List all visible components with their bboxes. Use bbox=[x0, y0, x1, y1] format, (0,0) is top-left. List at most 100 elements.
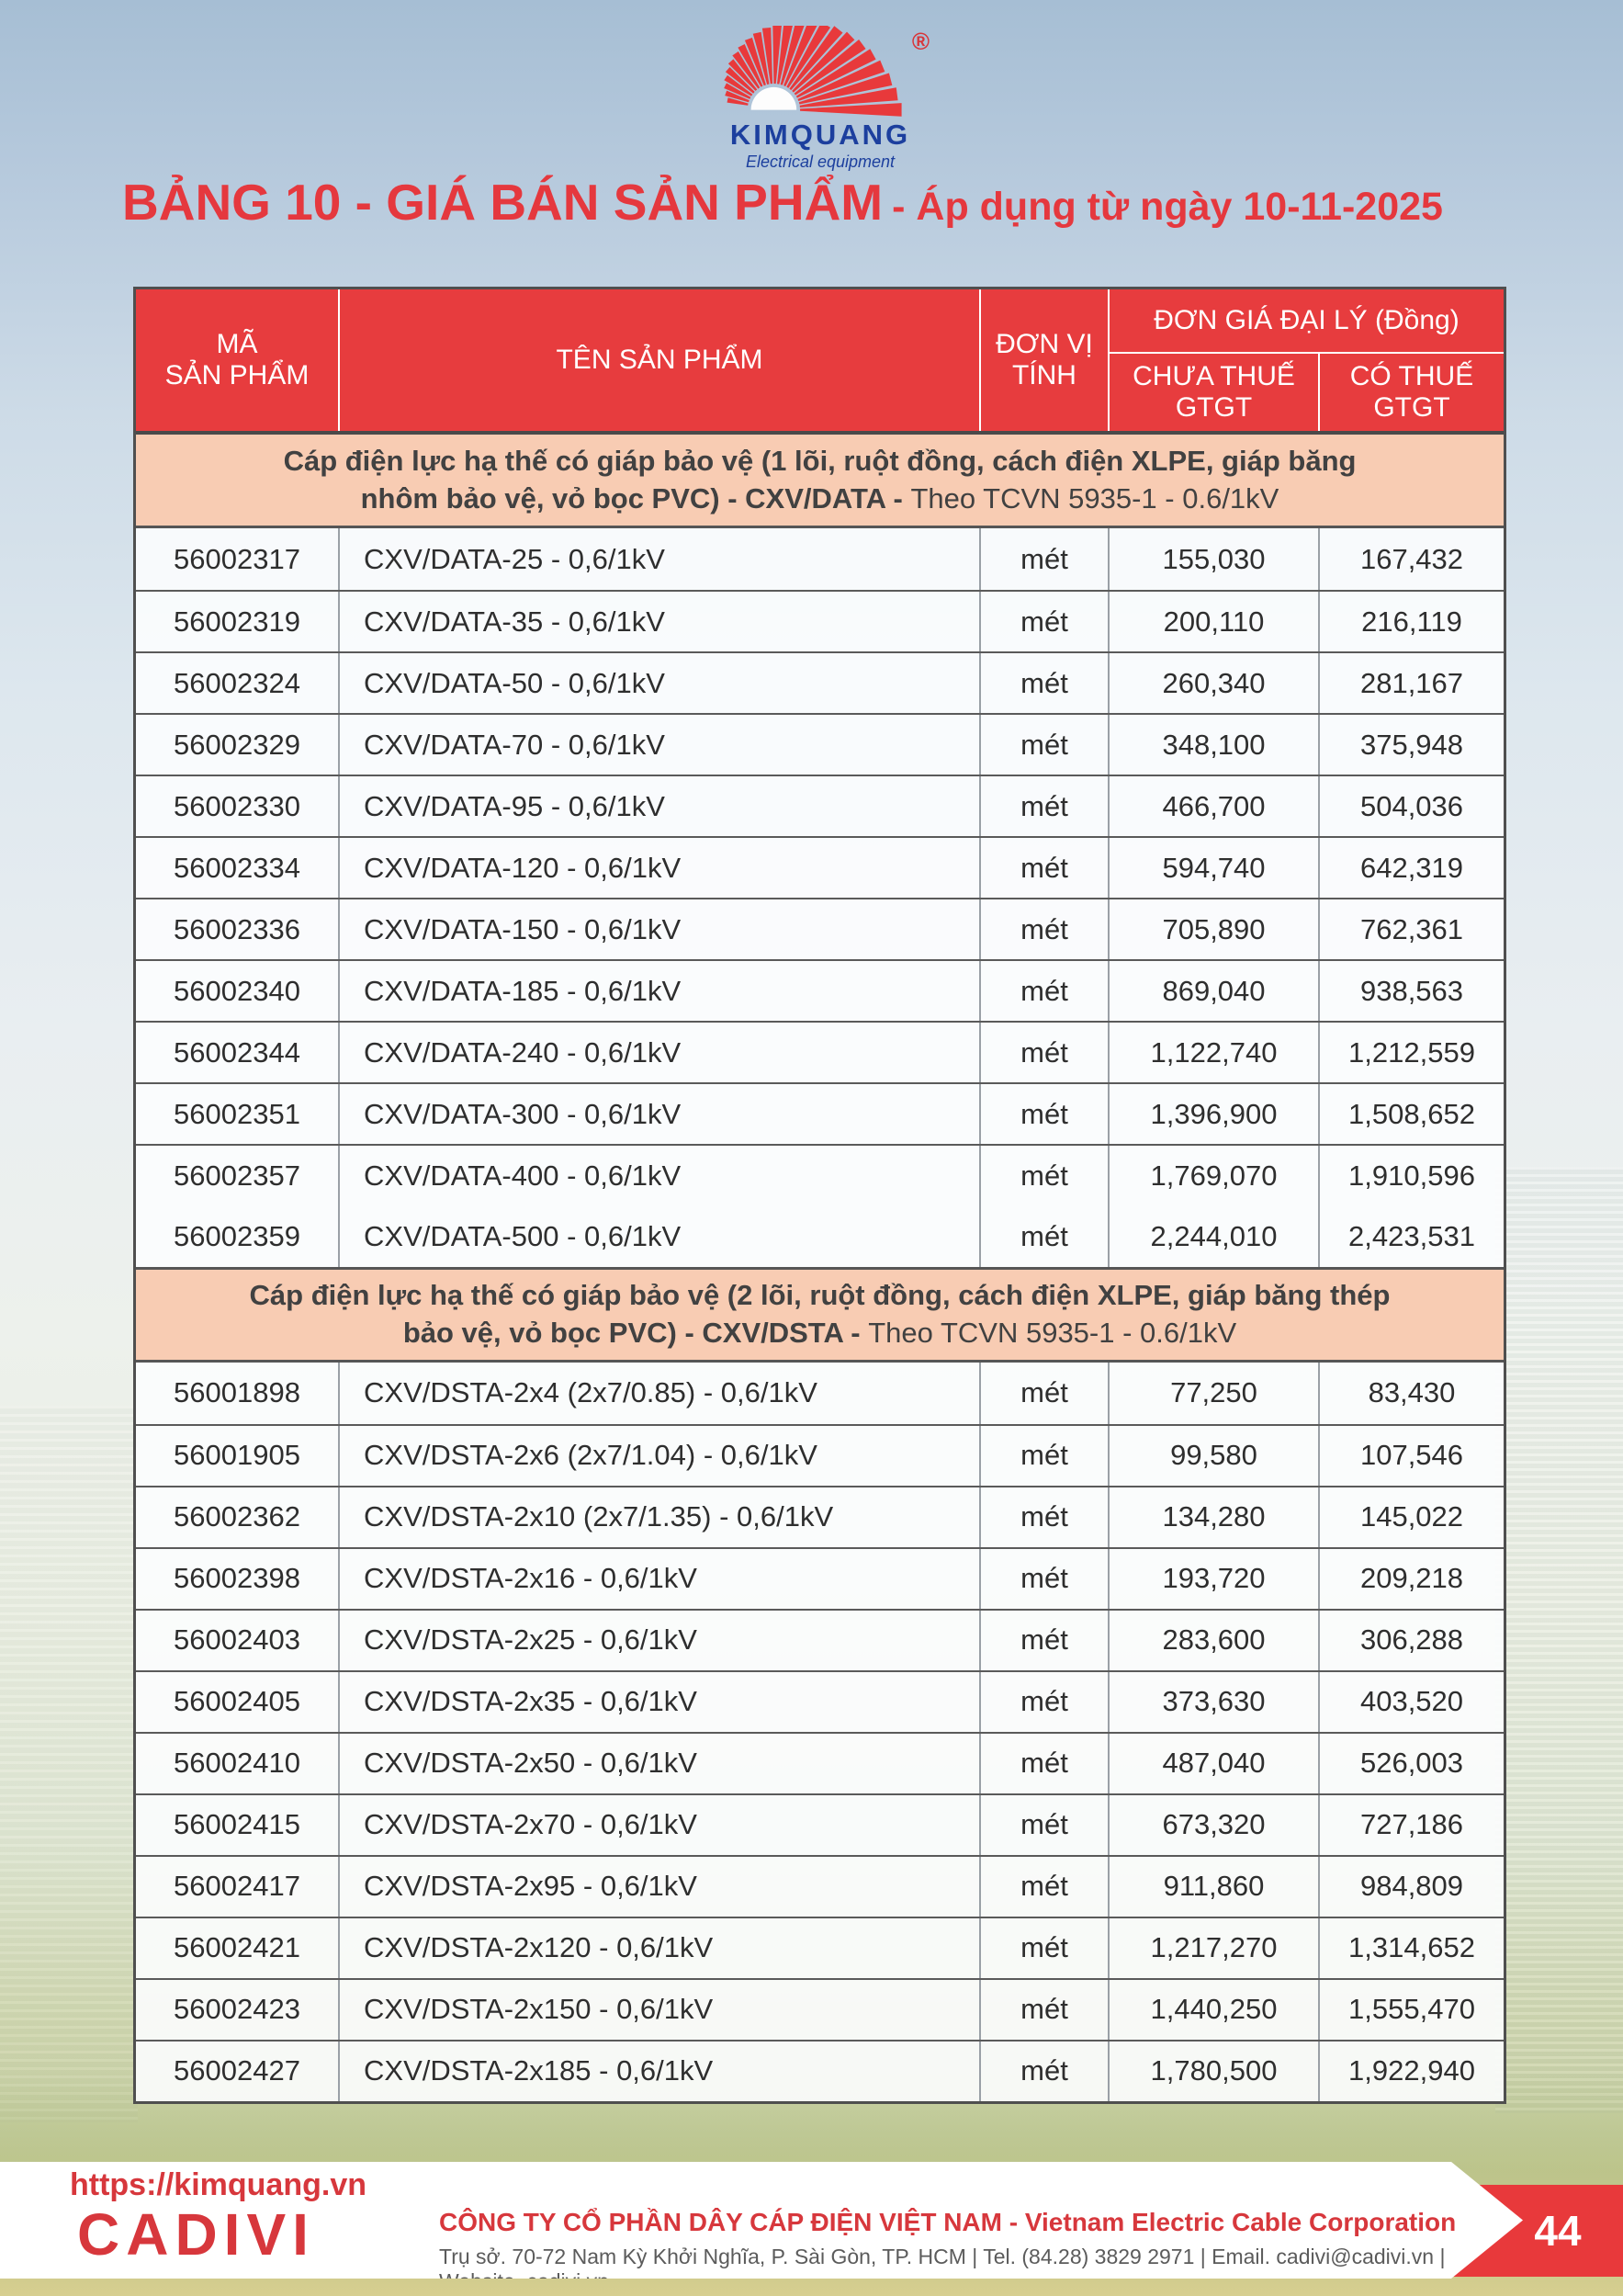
cell-unit: mét bbox=[981, 1362, 1110, 1424]
table-row: 56002398 CXV/DSTA-2x16 - 0,6/1kV mét 193… bbox=[136, 1546, 1504, 1609]
cell-price-ex: 77,250 bbox=[1110, 1362, 1320, 1424]
table-row: 56001898 CXV/DSTA-2x4 (2x7/0.85) - 0,6/1… bbox=[136, 1362, 1504, 1424]
cell-price-ex: 466,700 bbox=[1110, 776, 1320, 836]
cell-unit: mét bbox=[981, 1671, 1110, 1732]
cell-price-inc: 375,948 bbox=[1359, 728, 1464, 761]
cell-code: 56002417 bbox=[136, 1856, 340, 1917]
cell-code: 56002427 bbox=[136, 2041, 340, 2101]
section-title-normal: Theo TCVN 5935-1 - 0.6/1kV bbox=[910, 481, 1279, 515]
table-row: 56002334 CXV/DATA-120 - 0,6/1kV mét 594,… bbox=[136, 836, 1504, 898]
cell-price-ex: 911,860 bbox=[1110, 1856, 1320, 1917]
page-title: BẢNG 10 - GIÁ BÁN SẢN PHẨM - Áp dụng từ … bbox=[122, 173, 1443, 232]
section-title-normal: Theo TCVN 5935-1 - 0.6/1kV bbox=[868, 1316, 1237, 1349]
table-row: 56002417 CXV/DSTA-2x95 - 0,6/1kV mét 911… bbox=[136, 1854, 1504, 1917]
cell-price-inc: 1,555,470 bbox=[1348, 1993, 1475, 2026]
cell-price-ex: 1,217,270 bbox=[1110, 1917, 1320, 1978]
kimquang-logo: ® KIMQUANG Electrical equipment bbox=[715, 26, 930, 173]
table-row: 56002405 CXV/DSTA-2x35 - 0,6/1kV mét 373… bbox=[136, 1669, 1504, 1732]
cell-price-ex: 99,580 bbox=[1110, 1425, 1320, 1486]
cell-code: 56002351 bbox=[136, 1084, 340, 1144]
cell-price-inc: 642,319 bbox=[1359, 851, 1464, 884]
header-price-inc: CÓ THUẾ GTGT bbox=[1349, 361, 1474, 423]
cell-code: 56001905 bbox=[136, 1425, 340, 1486]
cell-price-inc: 1,508,652 bbox=[1348, 1097, 1475, 1130]
cell-price-ex: 260,340 bbox=[1110, 653, 1320, 713]
company-name: CÔNG TY CỔ PHẦN DÂY CÁP ĐIỆN VIỆT NAM - … bbox=[439, 2208, 1457, 2236]
cell-name: CXV/DSTA-2x50 - 0,6/1kV bbox=[340, 1733, 981, 1793]
cell-unit: mét bbox=[981, 1425, 1110, 1486]
table-header: MÃ SẢN PHẨM TÊN SẢN PHẨM ĐƠN VỊ TÍNH ĐƠN… bbox=[136, 289, 1504, 435]
cell-price-ex: 348,100 bbox=[1110, 715, 1320, 775]
cell-code: 56002329 bbox=[136, 715, 340, 775]
table-row: 56002344 CXV/DATA-240 - 0,6/1kV mét 1,12… bbox=[136, 1021, 1504, 1082]
cell-name: CXV/DSTA-2x6 (2x7/1.04) - 0,6/1kV bbox=[340, 1425, 981, 1486]
cell-code: 56002410 bbox=[136, 1733, 340, 1793]
cell-price-inc: 762,361 bbox=[1359, 912, 1464, 945]
cell-code: 56002317 bbox=[136, 528, 340, 590]
table-body: Cáp điện lực hạ thế có giáp bảo vệ (1 lõ… bbox=[136, 435, 1504, 2101]
cell-price-ex: 673,320 bbox=[1110, 1794, 1320, 1855]
cell-unit: mét bbox=[981, 1487, 1110, 1547]
table-row: 56002415 CXV/DSTA-2x70 - 0,6/1kV mét 673… bbox=[136, 1793, 1504, 1855]
cell-price-inc: 167,432 bbox=[1359, 542, 1464, 575]
cell-price-ex: 1,780,500 bbox=[1110, 2041, 1320, 2101]
cell-price-ex: 155,030 bbox=[1110, 528, 1320, 590]
section-title: Cáp điện lực hạ thế có giáp bảo vệ (2 lõ… bbox=[242, 1277, 1398, 1352]
table-row: 56002336 CXV/DATA-150 - 0,6/1kV mét 705,… bbox=[136, 898, 1504, 959]
title-suffix: - Áp dụng từ ngày 10-11-2025 bbox=[892, 185, 1443, 229]
table-row: 56002330 CXV/DATA-95 - 0,6/1kV mét 466,7… bbox=[136, 775, 1504, 836]
cell-code: 56002330 bbox=[136, 776, 340, 836]
cell-price-ex: 869,040 bbox=[1110, 961, 1320, 1021]
cell-code: 56002362 bbox=[136, 1487, 340, 1547]
cell-code: 56002415 bbox=[136, 1794, 340, 1855]
cell-code: 56002336 bbox=[136, 899, 340, 959]
header-name: TÊN SẢN PHẨM bbox=[340, 289, 981, 431]
cell-unit: mét bbox=[981, 1917, 1110, 1978]
cell-unit: mét bbox=[981, 715, 1110, 775]
cell-code: 56002334 bbox=[136, 838, 340, 898]
cell-unit: mét bbox=[981, 592, 1110, 651]
city-skyline-left bbox=[0, 1406, 138, 2122]
table-row: 56002319 CXV/DATA-35 - 0,6/1kV mét 200,1… bbox=[136, 590, 1504, 651]
cell-name: CXV/DATA-240 - 0,6/1kV bbox=[340, 1023, 981, 1082]
cell-price-inc: 1,922,940 bbox=[1348, 2054, 1475, 2087]
table-row: 56002362 CXV/DSTA-2x10 (2x7/1.35) - 0,6/… bbox=[136, 1485, 1504, 1547]
cell-price-inc: 107,546 bbox=[1359, 1439, 1464, 1472]
cell-name: CXV/DSTA-2x95 - 0,6/1kV bbox=[340, 1856, 981, 1917]
cell-code: 56002340 bbox=[136, 961, 340, 1021]
cell-name: CXV/DATA-185 - 0,6/1kV bbox=[340, 961, 981, 1021]
brand-name: KIMQUANG bbox=[729, 119, 911, 151]
cell-price-inc: 984,809 bbox=[1359, 1870, 1464, 1903]
table-row: 56002423 CXV/DSTA-2x150 - 0,6/1kV mét 1,… bbox=[136, 1977, 1504, 2040]
cell-unit: mét bbox=[981, 2041, 1110, 2101]
cell-price-inc: 526,003 bbox=[1359, 1747, 1464, 1780]
cell-price-inc: 1,910,596 bbox=[1348, 1159, 1475, 1192]
cell-price-ex: 2,244,010 bbox=[1110, 1205, 1320, 1267]
cell-code: 56002359 bbox=[136, 1205, 340, 1267]
cell-price-ex: 1,396,900 bbox=[1110, 1084, 1320, 1144]
footer-url-link[interactable]: https://kimquang.vn bbox=[70, 2167, 366, 2202]
cell-price-inc: 938,563 bbox=[1359, 974, 1464, 1007]
cell-name: CXV/DATA-35 - 0,6/1kV bbox=[340, 592, 981, 651]
cell-code: 56002357 bbox=[136, 1146, 340, 1205]
table-row: 56001905 CXV/DSTA-2x6 (2x7/1.04) - 0,6/1… bbox=[136, 1423, 1504, 1486]
cell-price-inc: 403,520 bbox=[1359, 1685, 1464, 1718]
cell-price-inc: 83,430 bbox=[1368, 1376, 1456, 1409]
cell-unit: mét bbox=[981, 776, 1110, 836]
cell-price-inc: 1,314,652 bbox=[1348, 1931, 1475, 1964]
header-price-group: ĐƠN GIÁ ĐẠI LÝ (Đồng) bbox=[1110, 289, 1504, 354]
cell-price-inc: 145,022 bbox=[1359, 1500, 1464, 1533]
cell-price-ex: 193,720 bbox=[1110, 1548, 1320, 1609]
cell-unit: mét bbox=[981, 899, 1110, 959]
cell-price-ex: 487,040 bbox=[1110, 1733, 1320, 1793]
cell-code: 56002398 bbox=[136, 1548, 340, 1609]
section-title-bold: Cáp điện lực hạ thế có giáp bảo vệ (1 lõ… bbox=[283, 444, 1357, 515]
cell-name: CXV/DSTA-2x120 - 0,6/1kV bbox=[340, 1917, 981, 1978]
cell-code: 56002405 bbox=[136, 1671, 340, 1732]
cell-unit: mét bbox=[981, 1856, 1110, 1917]
brand-tagline: Electrical equipment bbox=[745, 153, 896, 171]
cell-name: CXV/DATA-70 - 0,6/1kV bbox=[340, 715, 981, 775]
cell-name: CXV/DSTA-2x35 - 0,6/1kV bbox=[340, 1671, 981, 1732]
cell-code: 56002403 bbox=[136, 1610, 340, 1670]
